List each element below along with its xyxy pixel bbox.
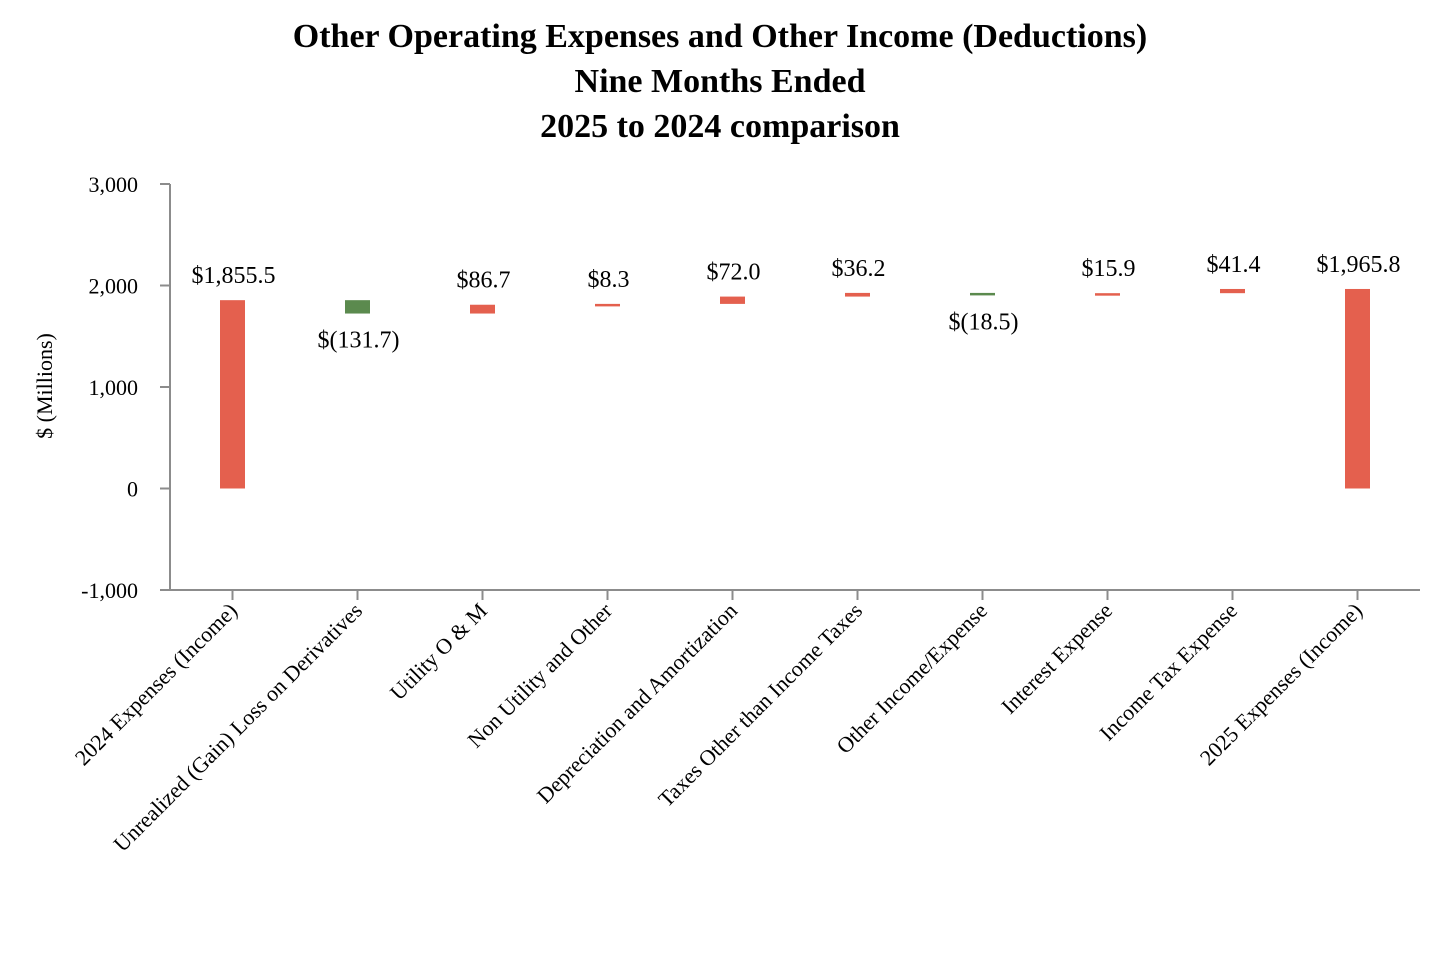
bar — [1345, 288, 1370, 489]
bar — [595, 303, 620, 307]
axes: 3,000 2,000 1,000 0 -1,000 — [81, 172, 1420, 603]
bar — [1220, 288, 1245, 294]
data-label: $15.9 — [1082, 256, 1136, 282]
x-tick-label: Taxes Other than Income Taxes — [653, 598, 867, 812]
x-tick-label: Depreciation and Amortization — [532, 598, 742, 808]
chart-title-line-1: Other Operating Expenses and Other Incom… — [292, 18, 1148, 55]
chart-title-line-2: Nine Months Ended — [574, 63, 866, 100]
x-tick-label: Income Tax Expense — [1094, 598, 1242, 746]
data-label: $(18.5) — [949, 309, 1019, 335]
data-label: $1,965.8 — [1317, 252, 1401, 278]
bar — [720, 296, 745, 304]
value-labels: $1,855.5 $(131.7) $86.7 $8.3 $72.0 $36.2 $(18.… — [192, 252, 1401, 354]
bar — [220, 300, 245, 489]
y-tick-label: -1,000 — [81, 578, 138, 603]
data-label: $41.4 — [1207, 252, 1261, 278]
bar — [845, 292, 870, 297]
x-tick-label: Interest Expense — [996, 598, 1117, 719]
y-tick-label: 1,000 — [89, 375, 139, 400]
x-tick-label: Utility O & M — [385, 598, 492, 705]
bar — [345, 300, 370, 314]
data-label: $36.2 — [832, 256, 886, 282]
bar — [1095, 293, 1120, 296]
data-label: $1,855.5 — [192, 263, 276, 289]
data-label: $8.3 — [588, 267, 630, 293]
bar — [470, 304, 495, 314]
x-tick-label: Unrealized (Gain) Loss on Derivatives — [108, 598, 367, 857]
data-label: $72.0 — [707, 260, 761, 286]
y-tick-label: 3,000 — [89, 172, 139, 197]
chart-title: Other Operating Expenses and Other Incom… — [0, 14, 1440, 149]
data-label: $(131.7) — [318, 328, 400, 354]
bar — [970, 292, 995, 296]
y-axis-title: $ (Millions) — [32, 333, 57, 439]
y-tick-label: 0 — [127, 477, 138, 502]
data-label: $86.7 — [457, 268, 511, 294]
bars — [220, 288, 1370, 489]
x-tick-labels: 2024 Expenses (Income)Unrealized (Gain) … — [70, 597, 1367, 856]
chart-title-line-3: 2025 to 2024 comparison — [540, 108, 900, 145]
y-tick-label: 2,000 — [89, 274, 139, 299]
